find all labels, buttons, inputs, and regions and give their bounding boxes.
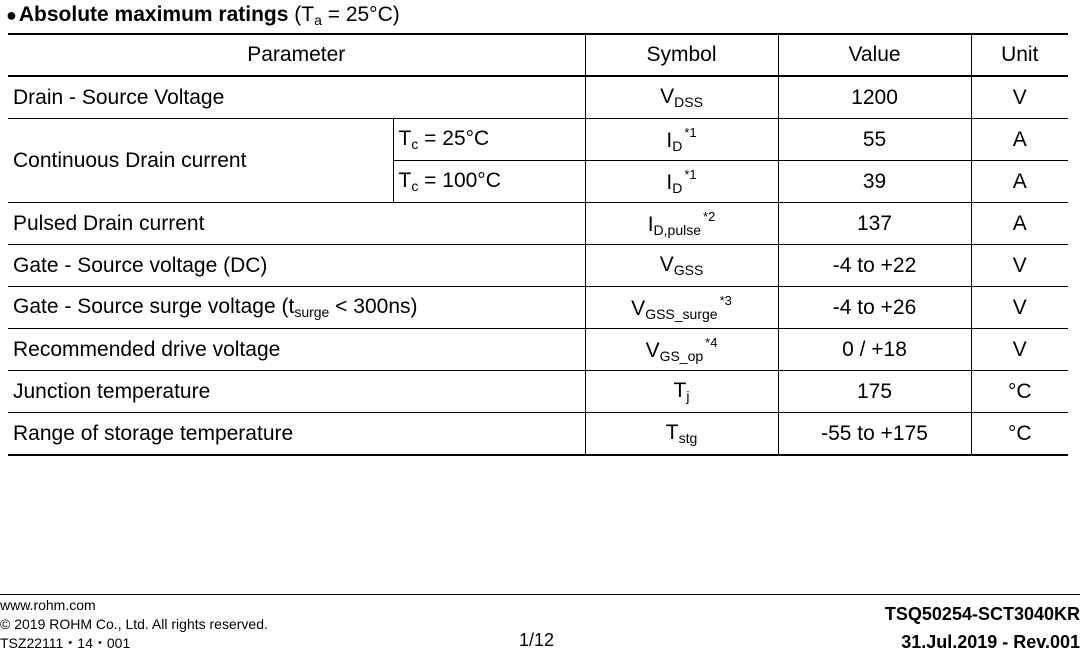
header-value: Value	[777, 34, 972, 77]
table-row: Pulsed Drain current ID,pulse*2 137 A	[8, 202, 1069, 245]
unit-cell: A	[970, 202, 1069, 245]
header-parameter: Parameter	[8, 34, 586, 77]
symbol-cell: ID,pulse*2	[584, 202, 779, 245]
section-title: Absolute maximum ratings	[18, 3, 289, 26]
param-cell: Range of storage temperature	[8, 412, 586, 455]
table-row: Range of storage temperature Tstg -55 to…	[8, 412, 1069, 455]
table-row: Tc = 100°C ID*1 39 A	[8, 160, 1069, 203]
value-cell: 175	[777, 370, 972, 413]
table-header-row: Parameter Symbol Value Unit	[8, 34, 1069, 77]
param-cell: Pulsed Drain current	[8, 202, 586, 245]
param-cell: Drain - Source Voltage	[8, 75, 586, 119]
param-cell: Gate - Source surge voltage (tsurge < 30…	[8, 286, 586, 329]
value-cell: 39	[777, 160, 972, 203]
ratings-table: Parameter Symbol Value Unit Drain - Sour…	[8, 33, 1069, 456]
footer-left: www.rohm.com © 2019 ROHM Co., Ltd. All r…	[0, 596, 268, 653]
value-cell: 137	[777, 202, 972, 245]
unit-cell: V	[970, 328, 1069, 371]
bullet-icon: ●	[6, 5, 17, 25]
unit-cell: V	[970, 244, 1069, 287]
condition-cell: Tc = 25°C	[392, 118, 586, 161]
value-cell: 1200	[777, 75, 972, 119]
unit-cell: V	[970, 286, 1069, 329]
section-heading: ●Absolute maximum ratings (Ta = 25°C)	[6, 0, 400, 30]
table-row: Drain - Source Voltage VDSS 1200 V	[8, 75, 1069, 119]
unit-cell: °C	[970, 370, 1069, 413]
page-number: 1/12	[519, 630, 555, 650]
symbol-cell: VGS_op*4	[584, 328, 779, 371]
symbol-cell: Tj	[584, 370, 779, 413]
unit-cell: °C	[970, 412, 1069, 455]
symbol-cell: VGSS	[584, 244, 779, 287]
table-row: Gate - Source voltage (DC) VGSS -4 to +2…	[8, 244, 1069, 287]
symbol-cell: VGSS_surge*3	[584, 286, 779, 329]
value-cell: 0 / +18	[777, 328, 972, 371]
param-cell: Continuous Drain current	[8, 118, 394, 203]
value-cell: -4 to +22	[777, 244, 972, 287]
document-id: TSQ50254-SCT3040KR	[884, 604, 1080, 624]
value-cell: -55 to +175	[777, 412, 972, 455]
unit-cell: A	[970, 118, 1069, 161]
revision-date: 31.Jul.2019 - Rev.001	[901, 632, 1080, 652]
header-symbol: Symbol	[584, 34, 779, 77]
value-cell: 55	[777, 118, 972, 161]
symbol-cell: ID*1	[584, 118, 779, 161]
symbol-cell: VDSS	[584, 75, 779, 119]
table-row: Junction temperature Tj 175 °C	[8, 370, 1069, 413]
unit-cell: V	[970, 75, 1069, 119]
footer-right: TSQ50254-SCT3040KR 31.Jul.2019 - Rev.001	[885, 600, 1080, 656]
table-row: Recommended drive voltage VGS_op*4 0 / +…	[8, 328, 1069, 371]
param-cell: Junction temperature	[8, 370, 586, 413]
param-cell: Gate - Source voltage (DC)	[8, 244, 586, 287]
footer-divider	[0, 594, 1080, 595]
footer-url: www.rohm.com	[0, 597, 96, 613]
table-row: Gate - Source surge voltage (tsurge < 30…	[8, 286, 1069, 329]
condition-cell: Tc = 100°C	[393, 160, 586, 203]
footer-code: TSZ22111・14・001	[0, 635, 131, 651]
footer-copyright: © 2019 ROHM Co., Ltd. All rights reserve…	[0, 616, 268, 632]
unit-cell: A	[970, 160, 1069, 203]
symbol-cell: ID*1	[584, 160, 779, 203]
symbol-cell: Tstg	[584, 412, 779, 455]
table-row: Continuous Drain current Tc = 25°C ID*1 …	[8, 118, 1069, 203]
condition-text: (Ta = 25°C)	[288, 3, 400, 28]
param-cell: Recommended drive voltage	[8, 328, 586, 371]
header-unit: Unit	[970, 34, 1069, 77]
value-cell: -4 to +26	[777, 286, 972, 329]
